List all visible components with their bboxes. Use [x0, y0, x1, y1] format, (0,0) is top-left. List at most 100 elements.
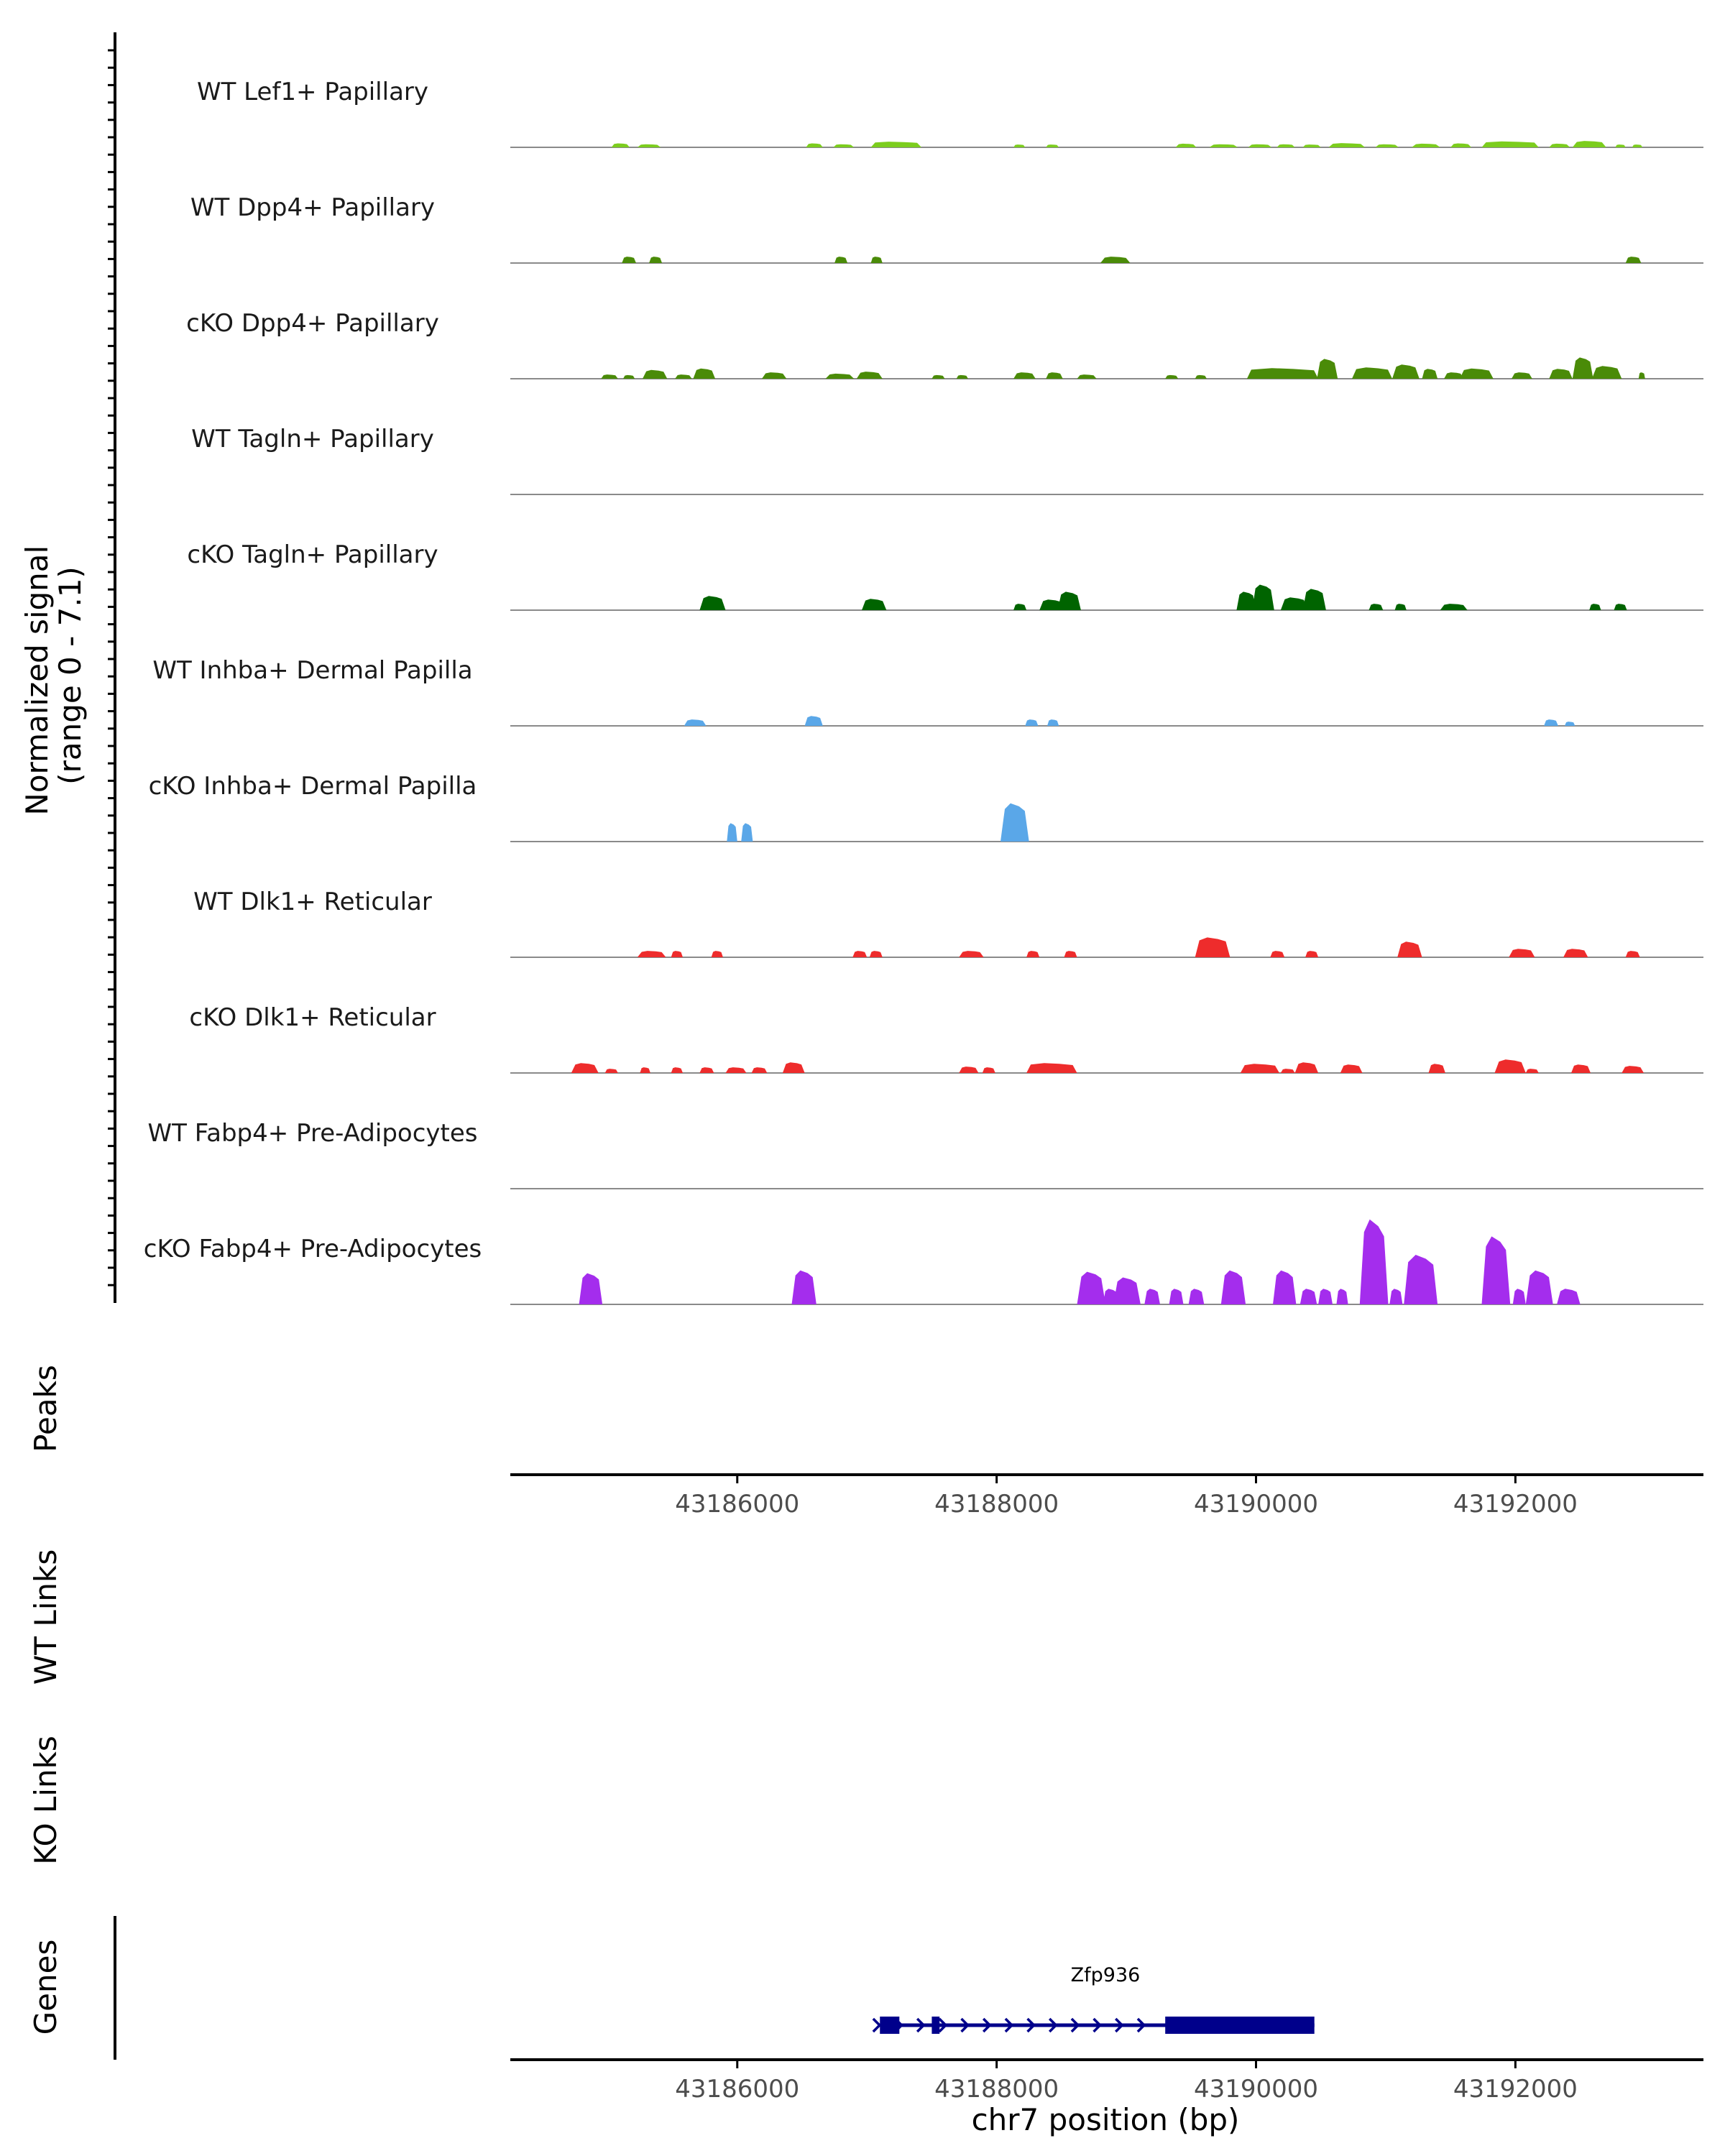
track: cKO Tagln+ Papillary — [187, 540, 1703, 611]
coverage-peak — [1440, 604, 1468, 610]
coverage-peak — [671, 1067, 683, 1073]
coverage-peak — [1392, 364, 1420, 379]
track: cKO Dlk1+ Reticular — [189, 1003, 1703, 1074]
gene-exon — [1165, 2017, 1315, 2034]
coverage-peak — [711, 951, 723, 957]
coverage-peak — [640, 1067, 650, 1073]
track: WT Dpp4+ Papillary — [190, 193, 1703, 264]
track: WT Tagln+ Papillary — [191, 425, 1703, 495]
coverage-peak — [1638, 372, 1645, 379]
gene-label: Zfp936 — [1071, 1964, 1141, 1986]
coverage-peak — [959, 951, 984, 957]
coverage-peak — [1026, 951, 1040, 957]
x-tick-label: 43192000 — [1453, 2075, 1578, 2104]
coverage-peak — [579, 1273, 603, 1304]
coverage-y-axis: Normalized signal (range 0 - 7.1) — [19, 32, 116, 1303]
gene-strand-arrow — [1070, 2017, 1080, 2033]
coverage-peak — [1013, 604, 1027, 610]
track-label: WT Dlk1+ Reticular — [193, 888, 432, 916]
coverage-peak — [1195, 374, 1207, 379]
coverage-peak — [1169, 1289, 1184, 1304]
coverage-peak — [1280, 597, 1308, 610]
coverage-peak — [1404, 1255, 1438, 1304]
gene-strand-arrow — [982, 2017, 992, 2033]
coverage-peak — [1013, 372, 1036, 379]
coverage-peak — [1572, 357, 1593, 379]
coverage-peak — [684, 719, 707, 726]
coverage-peak — [1165, 374, 1179, 379]
gene-strand-arrow — [1048, 2017, 1058, 2033]
coverage-peak — [727, 823, 737, 842]
coverage-peak — [1459, 368, 1494, 379]
coverage-peak — [1512, 372, 1532, 379]
wt-links-title: WT Links — [28, 1549, 63, 1685]
coverage-peak — [1302, 144, 1321, 147]
track-label: WT Inhba+ Dermal Papilla — [152, 656, 472, 685]
coverage-peak — [1591, 366, 1622, 379]
coverage-peak — [643, 369, 668, 379]
coverage-peak — [649, 257, 663, 263]
coverage-peak — [1549, 369, 1573, 379]
coverage-peak — [1625, 951, 1640, 957]
coverage-peak — [1622, 1066, 1644, 1073]
coverage-peak — [1246, 368, 1319, 379]
coverage-peak — [1025, 719, 1039, 726]
x-tick-label: 43190000 — [1194, 1490, 1318, 1519]
track-label: cKO Dpp4+ Papillary — [186, 309, 439, 338]
coverage-peak — [1589, 604, 1601, 610]
coverage-peak — [791, 1270, 816, 1304]
coverage-peak — [1317, 359, 1338, 379]
coverage-peak — [1188, 1289, 1205, 1304]
coverage-peak — [693, 368, 716, 379]
gene-strand-arrow — [916, 2017, 926, 2033]
coverage-peak — [834, 257, 848, 263]
coverage-peak — [1195, 937, 1230, 957]
track-label: WT Lef1+ Papillary — [197, 78, 428, 106]
coverage-peak — [1220, 1270, 1246, 1304]
coverage-peak — [1525, 1069, 1539, 1073]
gene-strand-arrow — [1136, 2017, 1146, 2033]
coverage-peak — [1077, 1271, 1106, 1304]
coverage-peak — [959, 1067, 979, 1073]
coverage-peak — [1328, 143, 1366, 147]
coverage-peak — [637, 951, 666, 957]
coverage-peak — [782, 1062, 805, 1073]
track: cKO Inhba+ Dermal Papilla — [149, 772, 1703, 842]
coverage-peak — [806, 143, 823, 147]
coverage-peak — [1444, 372, 1464, 379]
coverage-peak — [1389, 1289, 1403, 1304]
coverage-peak — [699, 1067, 714, 1073]
peaks-panel: Peaks 43186000 43188000 43190000 43192000 — [28, 1365, 1703, 1519]
coverage-peak — [1100, 257, 1131, 263]
coverage-peak — [1046, 372, 1063, 379]
gene-strand-arrow — [894, 2017, 903, 2033]
coverage-peak — [675, 374, 692, 379]
coverage-peak — [825, 373, 855, 379]
coverage-peak — [1248, 144, 1272, 147]
gene-strand-arrow — [1092, 2017, 1103, 2033]
coverage-peak — [1302, 589, 1326, 610]
coverage-peak — [725, 1067, 747, 1073]
gene-strand-arrow — [872, 2017, 882, 2033]
coverage-peak — [804, 716, 823, 726]
coverage-peak — [1394, 604, 1407, 610]
track-label: cKO Dlk1+ Reticular — [189, 1003, 436, 1032]
coverage-peak — [1625, 257, 1642, 263]
coverage-peak — [833, 144, 855, 147]
x-tick-label: 43188000 — [934, 1490, 1059, 1519]
coverage-peak — [1047, 719, 1059, 726]
gene-strand-arrow — [938, 2017, 948, 2033]
gene-model — [872, 2017, 1315, 2034]
coverage-peak — [1236, 591, 1256, 610]
coverage-peak — [1209, 144, 1238, 147]
x-tick-label: 43192000 — [1453, 1490, 1578, 1519]
genes-title: Genes — [28, 1940, 63, 2035]
coverage-peak — [611, 143, 630, 147]
coverage-peak — [1632, 144, 1643, 147]
track-label: WT Dpp4+ Papillary — [190, 193, 435, 222]
coverage-peak — [870, 257, 883, 263]
track: cKO Dpp4+ Papillary — [186, 309, 1703, 379]
coverage-y-ticks — [108, 49, 115, 1286]
coverage-peak — [1368, 604, 1384, 610]
coverage-y-title-line-2: (range 0 - 7.1) — [52, 566, 88, 785]
